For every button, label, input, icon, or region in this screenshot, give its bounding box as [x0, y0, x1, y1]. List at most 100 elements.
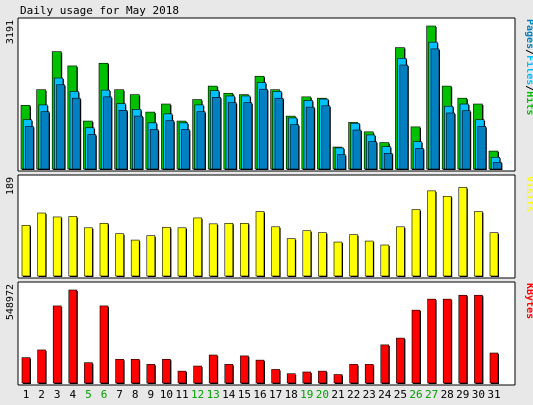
bar-hits-pages-day-11 — [181, 129, 190, 170]
bar-visits-visits-day-30 — [474, 211, 483, 277]
bar-visits-visits-day-22 — [349, 234, 358, 277]
bar-kbytes-kbytes-day-24 — [380, 344, 390, 384]
bar-hits-pages-day-6 — [103, 96, 112, 170]
bar-kbytes-kbytes-day-19 — [302, 371, 312, 384]
bar-visits-visits-day-26 — [411, 209, 421, 277]
bar-kbytes-kbytes-day-20 — [318, 370, 327, 384]
day-label-20: 20 — [316, 388, 329, 401]
day-label-9: 9 — [147, 388, 154, 401]
bar-hits-pages-day-18 — [290, 124, 299, 170]
bar-hits-pages-day-13 — [212, 96, 221, 170]
bar-kbytes-kbytes-day-23 — [364, 364, 374, 384]
bar-visits-visits-day-7 — [115, 233, 124, 277]
panel-kbytes-max-label: 548972 — [5, 284, 16, 320]
bar-hits-pages-day-1 — [25, 126, 34, 170]
bar-kbytes-kbytes-day-11 — [177, 370, 187, 384]
bar-visits-visits-day-27 — [427, 190, 436, 277]
bar-hits-pages-day-28 — [446, 112, 455, 170]
bar-hits-pages-day-23 — [368, 141, 377, 170]
day-label-22: 22 — [347, 388, 360, 401]
bar-visits-visits-day-6 — [99, 223, 109, 277]
bar-hits-pages-day-30 — [477, 126, 487, 170]
day-label-31: 31 — [487, 388, 500, 401]
bar-visits-visits-day-2 — [37, 212, 46, 277]
bar-hits-pages-day-15 — [243, 102, 253, 170]
day-label-19: 19 — [300, 388, 313, 401]
day-label-3: 3 — [54, 388, 61, 401]
panel-visits-max-label: 189 — [5, 177, 16, 195]
bar-kbytes-kbytes-day-12 — [193, 365, 202, 384]
bar-visits-visits-day-11 — [177, 227, 187, 277]
bar-kbytes-kbytes-day-18 — [286, 373, 296, 384]
bar-hits-pages-day-26 — [415, 148, 424, 170]
bar-kbytes-kbytes-day-31 — [489, 352, 499, 384]
bar-hits-pages-day-25 — [399, 64, 409, 170]
day-label-7: 7 — [116, 388, 123, 401]
bar-kbytes-kbytes-day-14 — [224, 364, 234, 384]
bar-kbytes-kbytes-day-4 — [68, 289, 78, 384]
bar-visits-visits-day-5 — [84, 227, 93, 277]
day-label-16: 16 — [253, 388, 266, 401]
bar-kbytes-kbytes-day-22 — [349, 364, 358, 384]
panel-visits-legend: Visits — [524, 176, 533, 212]
bar-kbytes-kbytes-day-5 — [84, 362, 93, 384]
day-label-25: 25 — [394, 388, 407, 401]
bar-kbytes-kbytes-day-15 — [240, 355, 249, 384]
bar-kbytes-kbytes-day-27 — [427, 298, 436, 384]
bar-kbytes-kbytes-day-26 — [411, 309, 421, 384]
legend-entry-hits-2: Files — [524, 55, 533, 85]
legend-entry-hits-4: Hits — [524, 91, 533, 115]
bar-hits-pages-day-12 — [196, 111, 206, 170]
bar-kbytes-kbytes-day-25 — [396, 337, 405, 384]
day-label-8: 8 — [132, 388, 139, 401]
bar-kbytes-kbytes-day-17 — [271, 369, 280, 384]
bar-visits-visits-day-29 — [458, 187, 468, 277]
day-label-17: 17 — [269, 388, 282, 401]
bar-hits-pages-day-9 — [149, 129, 159, 170]
day-label-1: 1 — [23, 388, 30, 401]
bar-hits-pages-day-3 — [56, 84, 65, 170]
bar-visits-visits-day-3 — [52, 216, 62, 277]
bar-hits-pages-day-19 — [305, 106, 315, 170]
bar-visits-visits-day-12 — [193, 217, 202, 277]
bar-hits-pages-day-24 — [383, 153, 393, 170]
day-label-18: 18 — [285, 388, 298, 401]
bar-visits-visits-day-8 — [130, 239, 140, 277]
day-label-2: 2 — [38, 388, 45, 401]
day-label-6: 6 — [101, 388, 108, 401]
bar-hits-pages-day-2 — [40, 111, 50, 170]
legend-entry-visits-0: Visits — [524, 176, 533, 212]
bar-hits-pages-day-8 — [134, 115, 143, 170]
bar-hits-pages-day-14 — [227, 102, 237, 170]
panel-kbytes-legend: KBytes — [524, 283, 533, 319]
day-label-4: 4 — [69, 388, 76, 401]
bar-visits-visits-day-17 — [271, 226, 280, 277]
bar-kbytes-kbytes-day-9 — [146, 364, 156, 384]
day-label-24: 24 — [378, 388, 392, 401]
bar-kbytes-kbytes-day-3 — [52, 305, 62, 384]
bar-hits-pages-day-7 — [118, 109, 128, 170]
bar-kbytes-kbytes-day-29 — [458, 294, 468, 384]
bar-hits-pages-day-4 — [71, 97, 81, 170]
bar-visits-visits-day-1 — [21, 225, 31, 277]
legend-entry-hits-1: / — [524, 49, 533, 55]
bar-kbytes-kbytes-day-21 — [333, 374, 343, 384]
day-label-15: 15 — [238, 388, 251, 401]
bar-visits-visits-day-14 — [224, 223, 234, 277]
bar-visits-visits-day-31 — [489, 232, 499, 277]
bar-kbytes-kbytes-day-2 — [37, 349, 46, 384]
day-label-10: 10 — [160, 388, 173, 401]
bar-kbytes-kbytes-day-13 — [208, 354, 218, 384]
bar-visits-visits-day-18 — [286, 238, 296, 277]
bar-visits-visits-day-20 — [318, 232, 327, 277]
day-label-11: 11 — [175, 388, 188, 401]
bar-hits-pages-day-10 — [165, 120, 175, 170]
bar-kbytes-kbytes-day-10 — [162, 358, 171, 384]
bar-hits-pages-day-29 — [461, 110, 471, 170]
bar-hits-pages-day-21 — [337, 154, 346, 170]
bar-visits-visits-day-13 — [208, 223, 218, 277]
day-label-13: 13 — [207, 388, 220, 401]
bar-kbytes-kbytes-day-6 — [99, 305, 109, 384]
panel-hits-max-label: 3191 — [5, 20, 16, 44]
